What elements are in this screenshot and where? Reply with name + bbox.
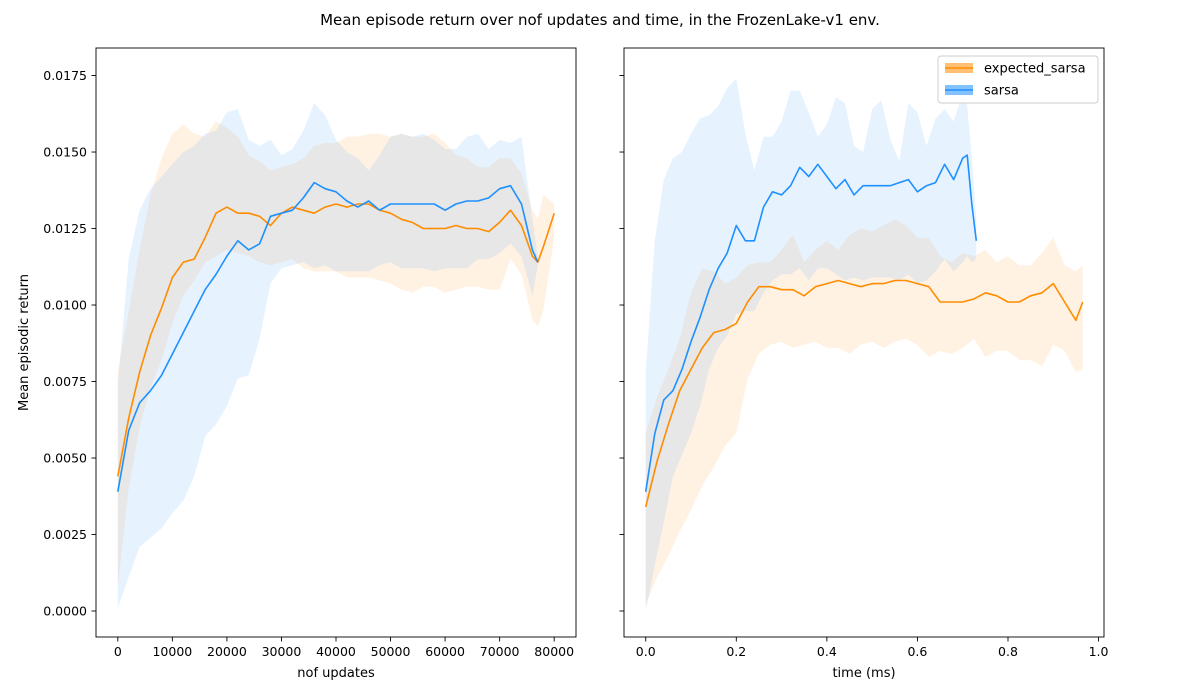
legend-label-sarsa: sarsa bbox=[984, 84, 1019, 99]
panel2-xaxis-label: time (ms) bbox=[832, 666, 895, 681]
panel1-band-sarsa bbox=[117, 103, 538, 608]
panel2-xtick-label: 0.0 bbox=[636, 644, 656, 659]
panel1-xtick-label: 20000 bbox=[207, 644, 247, 659]
panel1-xtick-label: 0 bbox=[114, 644, 122, 659]
panel2-xtick-label: 1.0 bbox=[1089, 644, 1109, 659]
panel1-xtick-label: 80000 bbox=[534, 644, 574, 659]
legend-label-expected-sarsa: expected_sarsa bbox=[984, 62, 1086, 77]
panel-nof-updates: 0 10000 20000 30000 40000 50000 60000 70000 8000… bbox=[17, 47, 577, 681]
panel1-ytick-label: 0.0125 bbox=[43, 221, 87, 236]
panel1-ytick-label: 0.0000 bbox=[43, 603, 87, 618]
panel2-line-expected-sarsa bbox=[644, 279, 1084, 508]
panel1-xtick-label: 60000 bbox=[425, 644, 465, 659]
panel1-xtick-label: 70000 bbox=[480, 644, 520, 659]
panel1-band-expected-sarsa bbox=[117, 121, 555, 587]
panel2-line-sarsa bbox=[644, 154, 978, 492]
panel1-line-expected-sarsa bbox=[117, 203, 555, 477]
panel2-xtick-label: 0.2 bbox=[726, 644, 746, 659]
panel1-xtick-label: 40000 bbox=[316, 644, 356, 659]
panel1-plot-area bbox=[117, 103, 555, 608]
panel-time: 0.0 0.2 0.4 0.6 0.8 1.0 time (ms) expected_sars… bbox=[619, 47, 1109, 681]
panel1-yaxis-label: Mean episodic return bbox=[17, 274, 32, 411]
panel1-xtick-label: 10000 bbox=[152, 644, 192, 659]
panel2-plot-area bbox=[644, 78, 1084, 612]
panel1-xaxis-label: nof updates bbox=[297, 666, 375, 681]
panel1-xtick-label: 50000 bbox=[371, 644, 411, 659]
panel2-xtick-label: 0.6 bbox=[907, 644, 927, 659]
legend-box bbox=[937, 55, 1099, 104]
panel2-xtick-label: 0.4 bbox=[817, 644, 837, 659]
figure-title: Mean episode return over nof updates and… bbox=[320, 11, 880, 29]
panel2-xtick-label: 0.8 bbox=[998, 644, 1018, 659]
panel1-xtick-label: 30000 bbox=[262, 644, 302, 659]
panel1-line-sarsa bbox=[117, 181, 539, 492]
panel1-ytick-label: 0.0050 bbox=[43, 451, 87, 466]
panel2-axes-frame bbox=[623, 47, 1105, 638]
panel1-ytick-label: 0.0075 bbox=[43, 374, 87, 389]
panel1-ytick-label: 0.0100 bbox=[43, 298, 87, 313]
panel2-band-expected-sarsa bbox=[645, 219, 1083, 605]
panel1-ytick-label: 0.0150 bbox=[43, 145, 87, 160]
panel1-ytick-label: 0.0025 bbox=[43, 527, 87, 542]
panel2-band-sarsa bbox=[645, 78, 977, 612]
panel1-ytick-label: 0.0175 bbox=[43, 68, 87, 83]
